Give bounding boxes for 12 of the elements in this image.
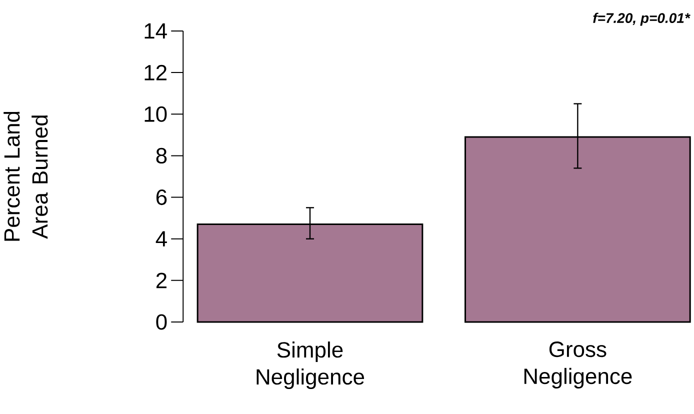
y-tick-label: 6 (156, 189, 167, 206)
y-tick-label: 8 (156, 148, 167, 164)
y-axis-title: Percent Land Area Burned (4, 112, 48, 241)
y-tick-label: 4 (156, 231, 167, 246)
y-tick-label: 0 (156, 314, 167, 330)
y-tick-label: 10 (144, 106, 167, 122)
text: f=7.20, p=0.01* (593, 12, 690, 26)
y-tick-label: 12 (144, 64, 166, 80)
x-tick-label: Simple Negligence (256, 342, 364, 390)
y-tick-label: 14 (144, 23, 167, 39)
y-tick-label: 2 (156, 272, 166, 288)
x-tick-label: Gross Negligence (524, 342, 632, 388)
